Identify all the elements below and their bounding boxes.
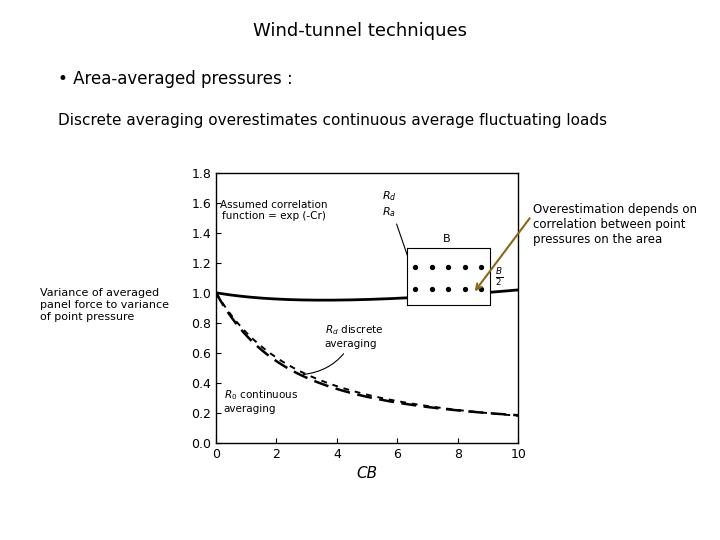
- Text: $R_0$ continuous
averaging: $R_0$ continuous averaging: [223, 388, 297, 414]
- Text: • Area-averaged pressures :: • Area-averaged pressures :: [58, 70, 292, 88]
- Text: $R_d$ discrete
averaging: $R_d$ discrete averaging: [303, 323, 384, 374]
- Text: Discrete averaging overestimates continuous average fluctuating loads: Discrete averaging overestimates continu…: [58, 113, 607, 129]
- Text: Wind-tunnel techniques: Wind-tunnel techniques: [253, 22, 467, 39]
- Text: $\frac{B}{2}$: $\frac{B}{2}$: [495, 266, 503, 288]
- Text: $R_d$
$R_a$: $R_d$ $R_a$: [382, 189, 420, 294]
- Text: Variance of averaged
panel force to variance
of point pressure: Variance of averaged panel force to vari…: [40, 288, 168, 322]
- Text: B: B: [443, 234, 450, 244]
- Text: Overestimation depends on
correlation between point
pressures on the area: Overestimation depends on correlation be…: [533, 202, 697, 246]
- Text: Assumed correlation
function = exp (-Cr): Assumed correlation function = exp (-Cr): [220, 199, 327, 221]
- X-axis label: CB: CB: [356, 466, 378, 481]
